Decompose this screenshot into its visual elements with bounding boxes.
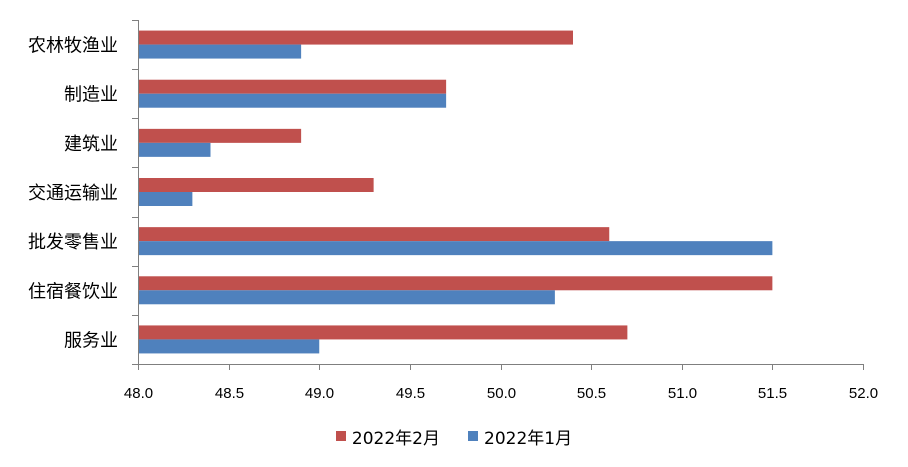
x-tick-label-7: 51.0 [668,385,697,402]
x-tick-label-6: 50.5 [577,385,606,402]
x-tick-label-2: 48.5 [215,385,244,402]
category-label-7: 服务业 [64,330,118,351]
legend-label-series-1: 2022年2月 [351,428,440,449]
bar-2-4 [138,192,193,206]
category-label-6: 住宿餐饮业 [28,281,118,302]
x-tick-label-9: 52.0 [849,385,878,402]
x-tick-label-8: 51.5 [758,385,787,402]
bar-2-7 [138,339,320,354]
legend-swatch-series-2 [468,431,478,441]
legend-label-series-2: 2022年1月 [484,428,573,449]
category-label-3: 建筑业 [64,134,118,155]
x-tick-label-4: 49.5 [396,385,425,402]
bar-1-2 [138,79,447,94]
bar-1-1 [138,30,573,45]
category-label-2: 制造业 [64,85,118,106]
legend: 2022年2月 2022年1月 [0,424,908,449]
bar-1-3 [138,128,302,143]
legend-swatch-series-1 [335,431,346,441]
bar-2-3 [138,142,211,157]
bar-2-1 [138,44,302,59]
bar-2-2 [138,93,447,108]
bar-1-4 [138,178,374,192]
x-tick-label-5: 50.0 [487,385,516,402]
axes-group [132,20,864,370]
bar-1-5 [138,227,610,242]
bar-2-5 [138,241,773,256]
bars-group [138,30,773,354]
category-label-5: 批发零售业 [28,232,118,253]
bar-1-7 [138,325,628,340]
x-tick-label-1: 48.0 [124,385,153,402]
bar-1-6 [138,276,773,291]
legend-item-series-1: 2022年2月 [335,424,440,449]
legend-item-series-2: 2022年1月 [468,424,572,449]
category-label-1: 农林牧渔业 [28,36,118,57]
bar-2-6 [138,290,555,305]
x-tick-label-3: 49.0 [305,385,334,402]
category-label-4: 交通运输业 [28,183,118,204]
